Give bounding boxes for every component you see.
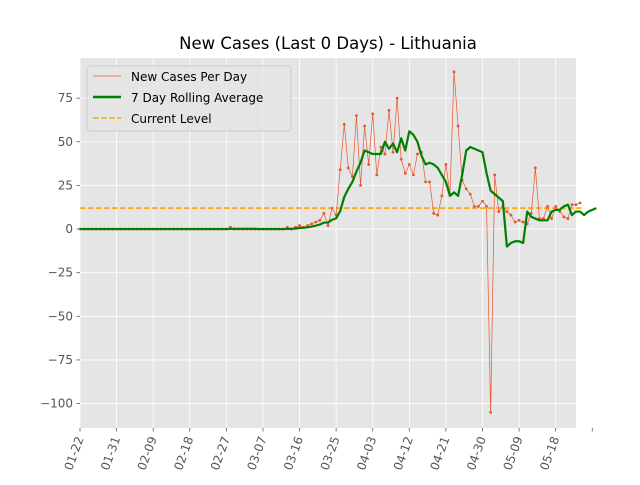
- data-point-new-cases: [546, 204, 549, 208]
- data-point-new-cases: [346, 166, 350, 170]
- data-point-new-cases: [363, 124, 366, 128]
- y-tick-label: −25: [48, 266, 73, 280]
- y-axis-ticks: −100 −75 −50 −25 0 25 50 75: [40, 91, 80, 411]
- data-point-new-cases: [497, 210, 501, 213]
- data-point-new-cases: [416, 152, 419, 156]
- legend: New Cases Per Day 7 Day Rolling Average …: [86, 65, 292, 132]
- data-point-new-cases: [521, 220, 525, 224]
- data-point-new-cases: [444, 163, 448, 166]
- data-point-new-cases: [326, 224, 330, 227]
- legend-label-new-cases: New Cases Per Day: [131, 70, 247, 84]
- data-point-new-cases: [489, 410, 493, 414]
- data-point-new-cases: [570, 203, 574, 207]
- y-tick-label: −75: [48, 353, 73, 367]
- data-point-new-cases: [399, 157, 403, 161]
- data-point-new-cases: [359, 184, 362, 187]
- data-point-new-cases: [533, 166, 537, 170]
- data-point-new-cases: [477, 204, 480, 208]
- data-point-new-cases: [566, 217, 570, 220]
- data-point-new-cases: [379, 145, 383, 149]
- y-tick-label: −50: [48, 309, 73, 323]
- data-point-new-cases: [371, 112, 375, 116]
- data-point-new-cases: [330, 206, 334, 210]
- data-point-new-cases: [468, 192, 472, 196]
- data-point-new-cases: [554, 204, 558, 208]
- data-point-new-cases: [440, 194, 444, 198]
- data-point-new-cases: [464, 187, 468, 191]
- data-point-new-cases: [391, 150, 395, 154]
- data-point-new-cases: [338, 168, 342, 172]
- y-tick-label: −100: [40, 397, 73, 411]
- data-point-new-cases: [485, 204, 488, 208]
- data-point-new-cases: [481, 199, 484, 203]
- data-point-new-cases: [375, 173, 379, 177]
- data-point-new-cases: [407, 163, 411, 166]
- series-rolling-average-line: [80, 130, 597, 248]
- data-point-new-cases: [428, 180, 432, 184]
- data-point-new-cases: [432, 211, 436, 215]
- data-point-new-cases: [562, 215, 566, 219]
- data-point-new-cases: [424, 180, 427, 184]
- legend-label-current-level: Current Level: [131, 112, 212, 126]
- y-tick-label: 75: [58, 91, 73, 105]
- data-point-new-cases: [318, 218, 322, 222]
- data-point-new-cases: [322, 211, 326, 215]
- data-point-new-cases: [472, 204, 476, 208]
- data-point-new-cases: [550, 217, 554, 220]
- data-point-new-cases: [403, 171, 407, 175]
- data-point-new-cases: [436, 213, 440, 217]
- data-point-new-cases: [517, 218, 521, 222]
- data-point-new-cases: [505, 210, 509, 213]
- data-point-new-cases: [574, 203, 578, 207]
- data-point-new-cases: [310, 222, 314, 226]
- y-tick-label: 25: [58, 178, 73, 192]
- data-point-new-cases: [298, 224, 301, 227]
- data-point-new-cases: [387, 108, 391, 112]
- data-point-new-cases: [383, 152, 387, 156]
- data-point-new-cases: [493, 173, 497, 177]
- data-point-new-cases: [509, 213, 513, 217]
- data-point-new-cases: [367, 163, 371, 166]
- legend-label-rolling-average: 7 Day Rolling Average: [131, 91, 263, 105]
- data-point-new-cases: [355, 114, 358, 117]
- data-point-new-cases: [395, 96, 399, 100]
- data-point-new-cases: [529, 211, 533, 215]
- data-point-new-cases: [578, 201, 582, 205]
- y-tick-label: 0: [65, 222, 73, 236]
- data-point-new-cases: [513, 220, 517, 224]
- legend-box: [86, 65, 292, 132]
- series-layer: [78, 70, 597, 414]
- data-point-new-cases: [411, 173, 415, 177]
- y-tick-label: 50: [58, 135, 73, 149]
- chart-title: New Cases (Last 0 Days) - Lithuania: [179, 34, 477, 53]
- data-point-new-cases: [314, 220, 318, 224]
- data-point-new-cases: [456, 124, 460, 128]
- data-point-new-cases: [342, 122, 346, 126]
- data-point-new-cases: [452, 70, 456, 74]
